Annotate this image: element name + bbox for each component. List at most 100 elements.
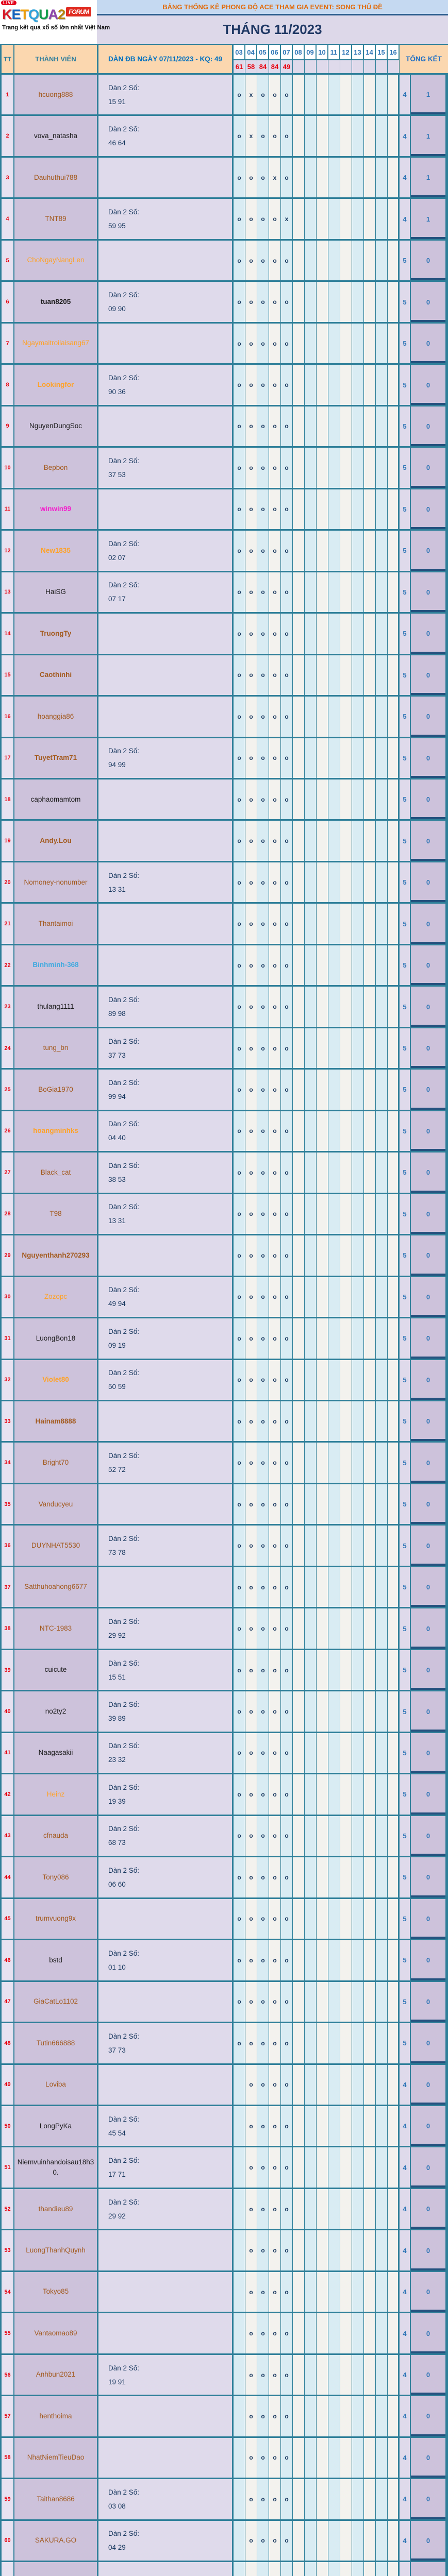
member-cell: Tutin666888 <box>14 2023 98 2063</box>
day-mark-cell <box>317 75 328 115</box>
day-mark-cell: o <box>269 1484 281 1524</box>
day-mark-cell <box>376 75 388 115</box>
day-mark-cell: o <box>269 2230 281 2270</box>
day-header: 11 <box>328 45 340 60</box>
day-mark-cell <box>352 2023 364 2063</box>
day-mark-cell <box>293 1318 305 1359</box>
day-mark-cell: o <box>281 448 293 488</box>
lose-count: 0 <box>411 1277 445 1317</box>
win-count: 5 <box>400 1360 411 1400</box>
dan-cell <box>98 779 234 820</box>
day-mark-cell: o <box>245 1070 257 1110</box>
day-mark-cell <box>376 2354 388 2395</box>
dan-cell: Dàn 2 Số: 90 36 <box>98 365 234 405</box>
day-mark-cell <box>328 448 340 488</box>
day-result <box>293 60 305 75</box>
day-mark-cell <box>234 2396 245 2436</box>
member-name: thandieu89 <box>38 2205 73 2213</box>
day-mark-cell <box>340 1070 352 1110</box>
day-mark-cell <box>305 572 317 613</box>
dan-cell: Dàn 2 Số: 45 54 <box>98 2106 234 2146</box>
member-cell: Caothinhi <box>14 655 98 696</box>
day-mark-cell <box>340 2354 352 2395</box>
day-mark-cell <box>340 240 352 281</box>
day-header: 06 <box>269 45 281 60</box>
day-mark-cell <box>352 2437 364 2478</box>
lose-count: 0 <box>411 2396 445 2436</box>
day-mark-cell <box>352 2479 364 2519</box>
dan-value: 04 29 <box>108 2544 126 2552</box>
day-mark-cell <box>317 2437 328 2478</box>
dan-value: 37 73 <box>108 1051 126 1059</box>
day-mark-cell <box>328 697 340 737</box>
day-mark-cell: o <box>257 2479 269 2519</box>
rank-cell: 6 <box>2 282 14 322</box>
day-mark-cell: o <box>257 1774 269 1815</box>
dan-cell <box>98 2272 234 2312</box>
day-mark-cell <box>388 1070 400 1110</box>
table-row: 10 Bepbon Dàn 2 Số: 37 53 o o o o o 5 0 <box>2 448 445 489</box>
member-cell: Bright70 <box>14 1443 98 1483</box>
day-mark-cell: o <box>257 1318 269 1359</box>
lose-count: 0 <box>411 1401 445 1442</box>
member-cell: Dauhuthui788 <box>14 157 98 198</box>
day-mark-cell <box>328 531 340 571</box>
day-mark-cell: o <box>269 116 281 156</box>
day-mark-cell <box>340 1277 352 1317</box>
dan-cell: Dàn 2 Số: 19 91 <box>98 2354 234 2395</box>
lose-count: 1 <box>411 75 445 115</box>
day-mark-cell <box>340 779 352 820</box>
day-mark-cell: o <box>281 116 293 156</box>
day-mark-cell: o <box>234 1816 245 1856</box>
day-mark-cell <box>317 821 328 861</box>
day-mark-cell <box>328 1857 340 1897</box>
day-mark-cell <box>317 1816 328 1856</box>
day-mark-cell: o <box>269 531 281 571</box>
day-mark-cell: o <box>281 1360 293 1400</box>
win-count: 5 <box>400 489 411 530</box>
day-result <box>328 60 340 75</box>
rank-cell: 28 <box>2 1194 14 1234</box>
day-mark-cell <box>376 862 388 903</box>
day-mark-cell <box>293 945 305 986</box>
win-count: 5 <box>400 1277 411 1317</box>
day-mark-cell <box>317 1774 328 1815</box>
member-name: NguyenDungSoc <box>29 422 82 430</box>
day-mark-cell <box>305 2396 317 2436</box>
day-mark-cell <box>340 1235 352 1276</box>
table-row: 38 NTC-1983 Dàn 2 Số: 29 92 o o o o o 5 0 <box>2 1608 445 1650</box>
member-name: vova_natasha <box>34 132 78 140</box>
day-mark-cell <box>388 1608 400 1649</box>
day-mark-cell: o <box>245 1774 257 1815</box>
dan-value: 23 32 <box>108 1756 126 1764</box>
day-mark-cell <box>364 779 376 820</box>
day-mark-cell <box>376 448 388 488</box>
day-mark-cell <box>364 2562 376 2576</box>
day-mark-cell <box>328 406 340 447</box>
member-cell: cfnauda <box>14 1816 98 1856</box>
day-mark-cell <box>388 531 400 571</box>
member-cell: Black_cat <box>14 1153 98 1193</box>
day-mark-cell: o <box>234 2023 245 2063</box>
day-mark-cell: o <box>281 1691 293 1732</box>
day-mark-cell <box>305 1774 317 1815</box>
day-mark-cell: o <box>234 1733 245 1773</box>
day-mark-cell <box>388 1940 400 1980</box>
day-mark-cell <box>293 1070 305 1110</box>
day-mark-cell <box>388 1816 400 1856</box>
dan-label: Dàn 2 Số: <box>108 1369 140 1377</box>
day-mark-cell <box>305 2313 317 2353</box>
day-mark-cell <box>340 1567 352 1607</box>
day-mark-cell: o <box>234 1277 245 1317</box>
day-mark-cell: o <box>281 2479 293 2519</box>
day-mark-cell: o <box>234 199 245 239</box>
day-mark-cell: o <box>245 406 257 447</box>
day-header: 13 <box>352 45 364 60</box>
day-mark-cell <box>328 945 340 986</box>
day-mark-cell <box>317 1608 328 1649</box>
day-mark-cell <box>376 572 388 613</box>
day-mark-cell <box>376 1070 388 1110</box>
day-mark-cell: o <box>234 987 245 1027</box>
day-mark-cell: o <box>281 2562 293 2576</box>
day-mark-cell <box>293 987 305 1027</box>
